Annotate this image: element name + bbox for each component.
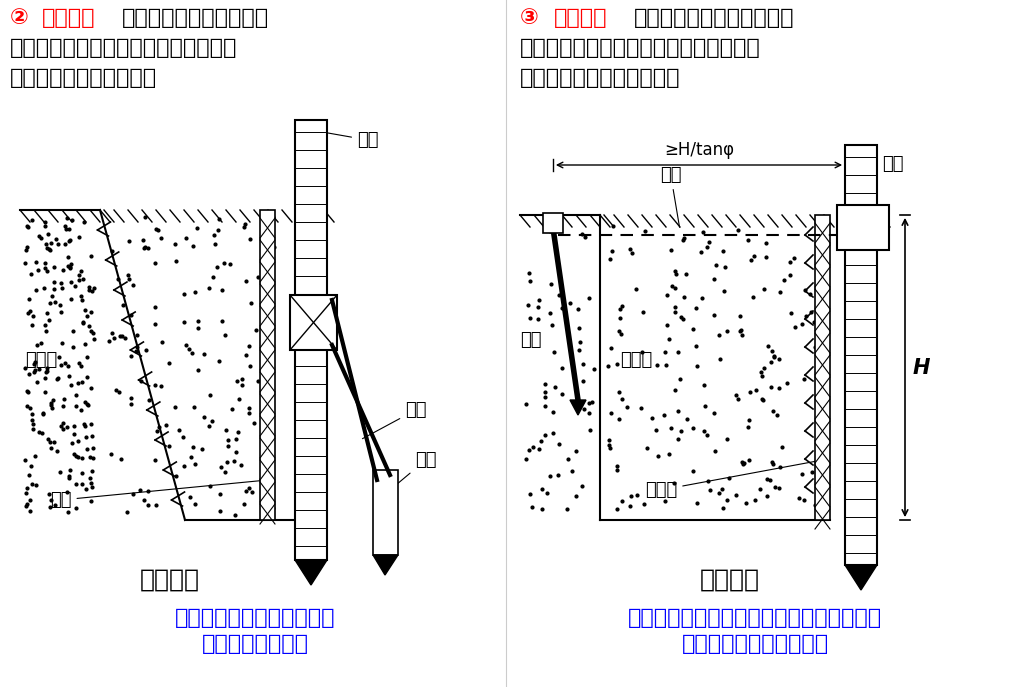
Bar	[290, 295, 337, 350]
Text: 挡土板: 挡土板	[644, 460, 819, 499]
Text: H: H	[912, 357, 929, 377]
Bar	[295, 120, 327, 560]
Text: ②: ②	[10, 8, 36, 28]
Text: 拉杆: 拉杆	[659, 166, 680, 227]
Text: ③: ③	[520, 8, 546, 28]
Text: 回填土: 回填土	[25, 351, 58, 369]
Bar	[543, 213, 562, 233]
Text: 紧，挡土板内侧填土夯实。: 紧，挡土板内侧填土夯实。	[520, 68, 679, 88]
Text: 柱桩: 柱桩	[882, 155, 903, 173]
Text: 挡板: 挡板	[50, 480, 265, 509]
Text: 锚拉支撑: 锚拉支撑	[700, 568, 759, 592]
Text: 柱桩: 柱桩	[313, 131, 378, 149]
Text: 锚拉支撑: 锚拉支撑	[553, 8, 607, 28]
Polygon shape	[373, 555, 397, 575]
Bar	[814, 215, 829, 520]
Text: 短桩: 短桩	[391, 451, 436, 488]
Text: 先沿基坑边缘打设柱桩，: 先沿基坑边缘打设柱桩，	[122, 8, 269, 28]
Bar	[260, 210, 275, 520]
Text: 斜柱支撑: 斜柱支撑	[42, 8, 95, 28]
Text: 适用于深度不大的大型基坑
或机械挖土时使用: 适用于深度不大的大型基坑 或机械挖土时使用	[175, 608, 335, 655]
Text: 回填土: 回填土	[620, 351, 652, 369]
Polygon shape	[569, 400, 585, 415]
Text: 柱桩内侧支设挡土板，柱桩上端用拉杆拉: 柱桩内侧支设挡土板，柱桩上端用拉杆拉	[520, 38, 760, 58]
Text: 挡土板内侧回填土夯实。: 挡土板内侧回填土夯实。	[10, 68, 157, 88]
Text: ≥H/tanφ: ≥H/tanφ	[663, 141, 733, 159]
Text: 锚桩: 锚桩	[520, 331, 541, 349]
Text: 适用于深度不大的大型基坑，用机械挖土不
能安设横（斜）撑时使用: 适用于深度不大的大型基坑，用机械挖土不 能安设横（斜）撑时使用	[627, 608, 882, 655]
Polygon shape	[844, 565, 877, 590]
Polygon shape	[295, 560, 327, 585]
Bar	[844, 145, 877, 565]
Text: 先沿基坑边缘打设柱桩，在: 先沿基坑边缘打设柱桩，在	[633, 8, 794, 28]
Bar	[836, 205, 888, 250]
Bar	[373, 470, 397, 555]
Text: 斜柱支撑: 斜柱支撑	[140, 568, 200, 592]
Text: 斜撑: 斜撑	[362, 401, 426, 439]
Text: 在柱桩内侧支设挡土板并用斜撑支顶，: 在柱桩内侧支设挡土板并用斜撑支顶，	[10, 38, 238, 58]
